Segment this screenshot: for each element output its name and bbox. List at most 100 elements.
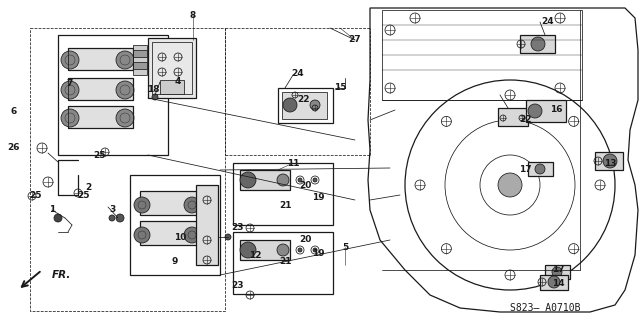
Circle shape <box>61 109 79 127</box>
Text: 4: 4 <box>175 78 181 86</box>
Text: 26: 26 <box>8 144 20 152</box>
Circle shape <box>531 37 545 51</box>
Polygon shape <box>368 8 638 312</box>
Text: 11: 11 <box>287 159 300 167</box>
Bar <box>526 100 566 122</box>
Circle shape <box>184 227 200 243</box>
Circle shape <box>116 109 134 127</box>
Text: 5: 5 <box>342 242 348 251</box>
Bar <box>278 88 333 123</box>
Bar <box>58 35 168 155</box>
Circle shape <box>310 100 320 110</box>
Text: 24: 24 <box>292 69 304 78</box>
Circle shape <box>298 248 302 252</box>
Bar <box>130 175 220 275</box>
Text: 17: 17 <box>518 166 531 174</box>
Circle shape <box>54 214 62 222</box>
Circle shape <box>61 81 79 99</box>
Bar <box>140 191 200 215</box>
Text: 14: 14 <box>552 278 564 287</box>
Bar <box>595 152 623 170</box>
Bar <box>498 108 528 126</box>
Bar <box>140 221 200 245</box>
Circle shape <box>109 215 115 221</box>
Text: 20: 20 <box>299 181 311 189</box>
Text: 13: 13 <box>604 159 616 167</box>
Circle shape <box>283 98 297 112</box>
Text: 7: 7 <box>67 78 73 87</box>
Circle shape <box>116 51 134 69</box>
Bar <box>196 185 218 265</box>
Bar <box>233 232 333 294</box>
Bar <box>233 163 333 225</box>
Bar <box>160 80 184 94</box>
Circle shape <box>277 244 289 256</box>
Circle shape <box>152 94 158 100</box>
Text: 2: 2 <box>85 183 91 192</box>
Text: 10: 10 <box>174 233 186 241</box>
Text: 15: 15 <box>333 83 346 92</box>
Circle shape <box>548 276 560 288</box>
Bar <box>68 48 133 70</box>
Text: 21: 21 <box>279 256 291 265</box>
Circle shape <box>498 173 522 197</box>
Circle shape <box>134 197 150 213</box>
Bar <box>528 162 553 176</box>
Circle shape <box>528 104 542 118</box>
Text: FR.: FR. <box>52 270 72 280</box>
Text: 17: 17 <box>552 265 564 275</box>
Circle shape <box>313 248 317 252</box>
Circle shape <box>116 81 134 99</box>
Circle shape <box>184 197 200 213</box>
Text: 8: 8 <box>190 11 196 19</box>
Bar <box>240 240 290 260</box>
Text: S823– A0710B: S823– A0710B <box>509 303 580 313</box>
Bar <box>133 50 147 57</box>
Bar <box>68 78 133 100</box>
Bar <box>148 38 196 98</box>
Text: 18: 18 <box>147 85 159 93</box>
Text: 25: 25 <box>93 151 106 160</box>
Text: 22: 22 <box>297 95 309 105</box>
Bar <box>68 106 133 128</box>
Circle shape <box>603 154 617 168</box>
Bar <box>545 265 570 279</box>
Circle shape <box>535 164 545 174</box>
Circle shape <box>313 178 317 182</box>
Bar <box>382 10 582 100</box>
Circle shape <box>116 214 124 222</box>
Text: 1: 1 <box>49 205 55 214</box>
Bar <box>520 35 555 53</box>
Text: 25: 25 <box>77 191 89 201</box>
Bar <box>240 170 290 190</box>
Text: 19: 19 <box>312 194 324 203</box>
Bar <box>152 42 192 94</box>
Circle shape <box>61 51 79 69</box>
Bar <box>30 28 225 311</box>
Text: 19: 19 <box>312 249 324 257</box>
Text: 21: 21 <box>279 201 291 210</box>
Circle shape <box>277 174 289 186</box>
Bar <box>282 92 327 119</box>
Bar <box>133 45 147 75</box>
Text: 22: 22 <box>520 115 532 124</box>
Text: 6: 6 <box>11 108 17 116</box>
Text: 27: 27 <box>349 35 362 44</box>
Bar <box>133 62 147 69</box>
Circle shape <box>225 234 231 240</box>
Circle shape <box>552 267 562 277</box>
Text: 3: 3 <box>109 205 115 214</box>
Text: 23: 23 <box>232 224 244 233</box>
Text: 23: 23 <box>232 280 244 290</box>
Circle shape <box>134 227 150 243</box>
Circle shape <box>298 178 302 182</box>
Bar <box>540 275 568 290</box>
Text: 12: 12 <box>249 250 261 259</box>
Text: 20: 20 <box>299 235 311 244</box>
Text: 9: 9 <box>172 257 178 266</box>
Text: 24: 24 <box>541 18 554 26</box>
Circle shape <box>240 242 256 258</box>
Circle shape <box>240 172 256 188</box>
Text: 25: 25 <box>29 191 41 201</box>
Text: 16: 16 <box>550 106 563 115</box>
